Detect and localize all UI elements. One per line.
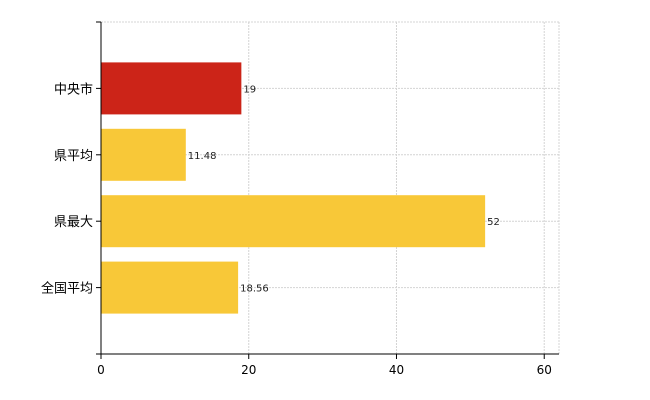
bar <box>101 261 239 314</box>
category-label: 県平均 <box>54 149 93 164</box>
data-label: 18.56 <box>240 284 269 295</box>
bar <box>101 62 242 115</box>
bar <box>101 195 486 248</box>
axes <box>96 21 559 359</box>
x-tick-label: 40 <box>389 363 404 377</box>
category-label: 全国平均 <box>41 281 93 297</box>
x-tick-label: 20 <box>241 363 256 377</box>
data-label: 52 <box>487 217 500 228</box>
bar <box>101 128 186 181</box>
category-label: 県最大 <box>54 215 93 230</box>
x-tick-label: 60 <box>537 363 552 377</box>
category-label: 中央市 <box>54 81 93 97</box>
bars <box>101 62 486 314</box>
x-tick-label: 0 <box>97 363 105 377</box>
labels: 19 中央市 11.48 県平均 52 県最大 18.56 全国平均 0 20 40 60 <box>41 81 552 377</box>
data-label: 19 <box>243 84 256 95</box>
data-label: 11.48 <box>188 151 217 162</box>
